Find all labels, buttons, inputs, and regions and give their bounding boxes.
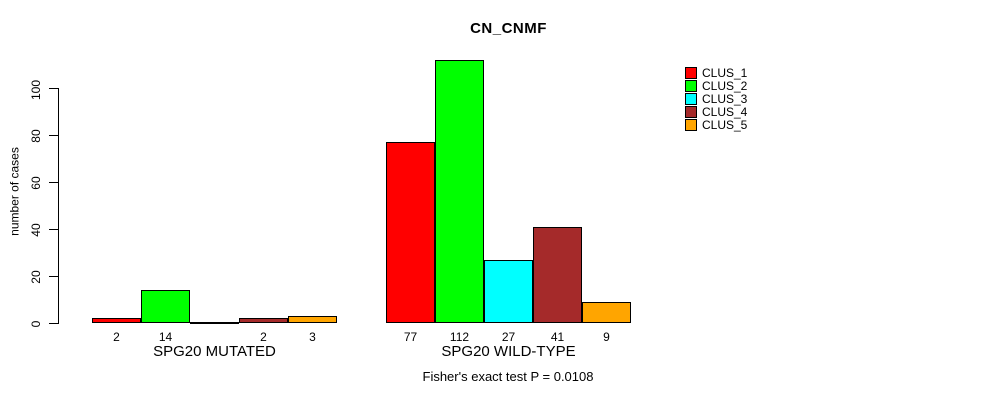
x-group-label: SPG20 WILD-TYPE [441, 343, 576, 360]
bar-value-label: 14 [158, 330, 173, 344]
bar-clus_3-mutated-zero [190, 322, 239, 324]
bar-value-label: 27 [501, 330, 516, 344]
legend-label-clus_5: CLUS_5 [702, 118, 748, 132]
chart-title: CN_CNMF [470, 20, 547, 37]
y-tick-label: 20 [29, 270, 43, 284]
y-tick [49, 88, 58, 89]
bar-value-label: 41 [550, 330, 565, 344]
y-tick [49, 322, 58, 324]
bar-clus_5-wildtype [582, 302, 631, 323]
legend-label-clus_1: CLUS_1 [702, 66, 748, 80]
y-tick [49, 181, 58, 183]
bar-value-label: 3 [309, 330, 316, 344]
x-group-label: SPG20 MUTATED [153, 343, 276, 360]
legend-swatch-clus_1 [685, 67, 697, 79]
legend-label-clus_2: CLUS_2 [702, 79, 748, 93]
y-tick [49, 134, 58, 136]
y-tick [49, 228, 58, 230]
y-tick [49, 275, 58, 277]
bar-clus_2-wildtype [435, 60, 484, 323]
fisher-test-annotation: Fisher's exact test P = 0.0108 [422, 369, 594, 384]
legend-label-clus_4: CLUS_4 [702, 105, 748, 119]
bar-clus_3-wildtype [484, 260, 533, 323]
bar-clus_1-wildtype [386, 142, 435, 323]
bar-value-label: 9 [603, 330, 610, 344]
y-tick-label: 60 [29, 176, 43, 190]
legend-swatch-clus_3 [685, 93, 697, 105]
y-tick-label: 80 [29, 129, 43, 144]
y-axis-label: number of cases [7, 147, 22, 236]
bar-clus_1-mutated [92, 318, 141, 323]
y-tick-label: 0 [29, 320, 43, 328]
legend-swatch-clus_5 [685, 119, 697, 131]
bar-clus_2-mutated [141, 290, 190, 323]
bar-value-label: 2 [260, 330, 267, 344]
bar-clus_5-mutated [288, 316, 337, 323]
legend-swatch-clus_4 [685, 106, 697, 118]
bar-clus_4-mutated [239, 318, 288, 323]
bar-value-label: 2 [113, 330, 120, 344]
legend-swatch-clus_2 [685, 80, 697, 92]
y-axis-line [58, 88, 59, 324]
bar-value-label: 77 [403, 330, 418, 344]
bar-value-label: 112 [449, 330, 470, 344]
bar-clus_4-wildtype [533, 227, 582, 323]
y-tick-label: 40 [29, 223, 43, 237]
y-tick-label: 100 [29, 79, 43, 100]
legend-label-clus_3: CLUS_3 [702, 92, 748, 106]
